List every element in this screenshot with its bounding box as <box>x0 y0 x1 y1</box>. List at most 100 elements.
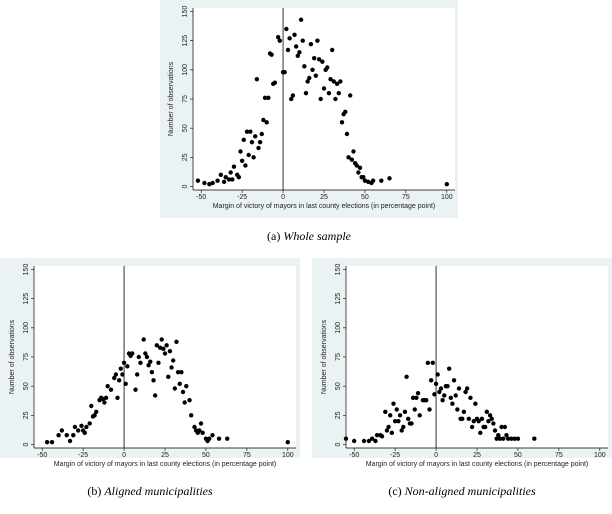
point <box>243 163 248 168</box>
point <box>448 395 453 401</box>
point <box>195 178 201 183</box>
point <box>433 381 439 387</box>
point <box>404 374 409 380</box>
point <box>238 149 243 154</box>
point <box>292 32 297 38</box>
y-tick-label: 25 <box>182 153 189 161</box>
y-tick-label: 50 <box>23 382 30 390</box>
point <box>374 432 380 438</box>
point <box>94 409 99 415</box>
point <box>496 432 501 438</box>
point <box>49 439 55 445</box>
point <box>202 180 207 186</box>
point <box>216 436 222 441</box>
y-tick-label: 75 <box>182 95 189 103</box>
point <box>446 366 452 371</box>
point <box>89 403 94 409</box>
point <box>198 421 204 426</box>
point <box>389 430 395 436</box>
caption: (c) Non-aligned municipalities <box>388 484 536 498</box>
point <box>432 392 437 397</box>
point <box>321 86 327 91</box>
point <box>383 409 388 415</box>
point <box>320 59 325 64</box>
point <box>334 81 340 87</box>
point <box>329 47 335 53</box>
point <box>415 390 421 396</box>
point <box>236 174 242 180</box>
point <box>401 424 406 430</box>
point <box>487 413 493 418</box>
point <box>388 413 393 418</box>
point <box>170 358 176 363</box>
point <box>64 432 69 438</box>
point <box>121 360 127 366</box>
point <box>266 95 271 101</box>
point <box>248 129 253 134</box>
point <box>56 432 61 438</box>
point <box>339 120 345 125</box>
point <box>343 109 348 115</box>
point <box>409 421 414 426</box>
point <box>254 76 260 82</box>
point <box>108 387 114 392</box>
point <box>130 351 135 356</box>
point <box>366 438 372 444</box>
y-axis-title: Number of observations <box>168 61 175 136</box>
point <box>105 383 110 389</box>
point <box>184 383 189 389</box>
point <box>351 149 356 154</box>
point <box>200 430 205 436</box>
point <box>244 129 250 134</box>
point <box>346 155 351 160</box>
x-tick-label: 25 <box>161 452 169 459</box>
point <box>187 397 192 403</box>
x-tick-label: 25 <box>473 452 481 459</box>
point <box>311 55 317 61</box>
y-tick-label: 75 <box>23 353 30 361</box>
point <box>417 413 422 418</box>
point <box>453 393 458 398</box>
point <box>463 389 468 395</box>
point <box>414 395 419 401</box>
point <box>82 430 87 436</box>
x-tick-label: -50 <box>196 194 206 201</box>
point <box>161 346 166 352</box>
point <box>295 53 300 59</box>
caption-label: (a) <box>267 229 280 243</box>
point <box>361 438 367 444</box>
point <box>115 395 120 401</box>
caption: (b) Aligned municipalities <box>87 484 213 498</box>
point <box>499 424 504 430</box>
point <box>112 375 117 381</box>
point <box>307 75 312 81</box>
point <box>331 79 337 84</box>
point <box>282 69 287 75</box>
point <box>228 170 233 175</box>
point <box>293 44 299 49</box>
point <box>464 386 470 391</box>
point <box>44 439 50 445</box>
point <box>151 378 156 383</box>
x-tick-label: -50 <box>349 452 359 459</box>
point <box>336 90 341 96</box>
point <box>167 348 173 354</box>
point <box>269 52 274 57</box>
point <box>79 423 84 429</box>
point <box>172 386 178 391</box>
caption-text: Non-aligned municipalities <box>404 484 536 498</box>
point <box>287 36 292 41</box>
point <box>152 393 158 398</box>
point <box>438 386 444 391</box>
point <box>509 436 514 441</box>
caption-text: Whole sample <box>283 229 351 243</box>
point <box>489 416 494 422</box>
y-tick-label: 125 <box>23 293 30 305</box>
x-tick-label: 0 <box>122 452 126 459</box>
point <box>373 438 378 444</box>
point <box>486 418 491 424</box>
point <box>370 436 375 441</box>
x-tick-label: -25 <box>237 194 247 201</box>
point <box>356 170 361 175</box>
x-tick-label: 100 <box>282 452 294 459</box>
